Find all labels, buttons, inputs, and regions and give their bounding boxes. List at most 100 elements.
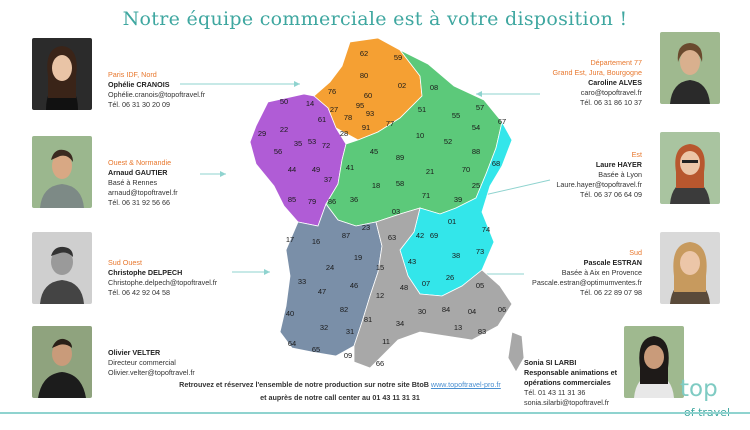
contact-sonia: Sonia SI LARBI Responsable animations et… (524, 358, 618, 407)
department-label: 50 (280, 97, 288, 106)
department-label: 59 (394, 53, 402, 62)
department-label: 11 (382, 337, 390, 346)
department-label: 67 (498, 117, 506, 126)
avatar-ophelie (32, 38, 92, 110)
avatar-christophe (32, 232, 92, 304)
bottom-divider (0, 412, 750, 414)
department-label: 18 (372, 181, 380, 190)
department-label: 07 (422, 279, 430, 288)
department-label: 54 (472, 123, 480, 132)
department-label: 89 (396, 153, 404, 162)
department-label: 21 (426, 167, 434, 176)
department-label: 70 (462, 165, 470, 174)
department-label: 60 (364, 91, 372, 100)
department-label: 78 (344, 113, 352, 122)
france-map: 62 59 80 76 60 02 27 95 78 93 91 28 50 14 61 29 22 56 35 53… (250, 37, 525, 373)
department-label: 46 (350, 281, 358, 290)
department-label: 47 (318, 287, 326, 296)
avatar-pascale (660, 232, 720, 304)
website-link[interactable]: www.topoftravel-pro.fr (430, 380, 501, 389)
department-label: 29 (258, 129, 266, 138)
department-label: 53 (308, 137, 316, 146)
department-label: 83 (478, 327, 486, 336)
department-label: 10 (416, 131, 424, 140)
department-label: 41 (346, 163, 354, 172)
avatar-olivier (32, 326, 92, 398)
department-label: 66 (376, 359, 384, 368)
department-label: 63 (388, 233, 396, 242)
department-label: 25 (472, 181, 480, 190)
department-label: 58 (396, 179, 404, 188)
department-label: 19 (354, 253, 362, 262)
department-label: 51 (418, 105, 426, 114)
department-label: 69 (430, 231, 438, 240)
department-label: 71 (422, 191, 430, 200)
page-title: Notre équipe commerciale est à votre dis… (122, 8, 628, 30)
department-label: 52 (444, 137, 452, 146)
brand-logo: top of travel (680, 376, 731, 419)
department-label: 74 (482, 225, 490, 234)
department-label: 77 (386, 119, 394, 128)
department-label: 02 (398, 81, 406, 90)
department-label: 55 (452, 111, 460, 120)
department-label: 37 (324, 175, 332, 184)
department-label: 03 (392, 207, 400, 216)
department-label: 15 (376, 263, 384, 272)
department-label: 05 (476, 281, 484, 290)
department-label: 23 (362, 223, 370, 232)
contact-christophe: Sud Ouest Christophe DELPECH Christophe.… (108, 258, 218, 297)
department-label: 33 (298, 277, 306, 286)
department-label: 82 (340, 305, 348, 314)
contact-pascale: Sud Pascale ESTRAN Basée à Aix en Proven… (532, 248, 642, 297)
avatar-laure (660, 132, 720, 204)
department-label: 22 (280, 125, 288, 134)
department-label: 14 (306, 99, 314, 108)
department-label: 43 (408, 257, 416, 266)
department-label: 95 (356, 101, 364, 110)
department-label: 36 (350, 195, 358, 204)
department-label: 48 (400, 283, 408, 292)
footer-line-1: Retrouvez et réservez l'ensemble de notr… (179, 380, 501, 389)
department-label: 57 (476, 103, 484, 112)
department-label: 64 (288, 339, 296, 348)
department-label: 88 (472, 147, 480, 156)
department-label: 80 (360, 71, 368, 80)
department-label: 72 (322, 141, 330, 150)
avatar-sonia (624, 326, 684, 398)
region-corsica (507, 331, 525, 373)
department-label: 31 (346, 327, 354, 336)
department-label: 68 (492, 159, 500, 168)
department-label: 30 (418, 307, 426, 316)
department-label: 45 (370, 147, 378, 156)
department-label: 26 (446, 273, 454, 282)
department-label: 01 (448, 217, 456, 226)
department-label: 04 (468, 307, 476, 316)
department-label: 27 (330, 105, 338, 114)
department-label: 44 (288, 165, 296, 174)
department-label: 16 (312, 237, 320, 246)
department-label: 42 (416, 231, 424, 240)
department-label: 08 (430, 83, 438, 92)
department-label: 24 (326, 263, 334, 272)
department-label: 85 (288, 195, 296, 204)
department-label: 56 (274, 147, 282, 156)
department-label: 91 (362, 123, 370, 132)
contact-ophelie: Paris IDF, Nord Ophélie CRANOIS Ophélie.… (108, 70, 206, 109)
department-label: 86 (328, 197, 336, 206)
department-label: 13 (454, 323, 462, 332)
department-label: 17 (286, 235, 294, 244)
contact-olivier: Olivier VELTER Directeur commercial Oliv… (108, 348, 195, 377)
department-label: 61 (318, 115, 326, 124)
contact-arnaud: Ouest & Normandie Arnaud GAUTIER Basé à … (108, 158, 178, 207)
avatar-arnaud (32, 136, 92, 208)
department-label: 34 (396, 319, 404, 328)
department-label: 28 (340, 129, 348, 138)
department-label: 79 (308, 197, 316, 206)
department-label: 65 (312, 345, 320, 354)
department-label: 38 (452, 251, 460, 260)
footer-line-2: et auprès de notre call center au 01 43 … (260, 393, 420, 402)
avatar-caroline (660, 32, 720, 104)
contact-caroline: Département 77 Grand Est, Jura, Bourgogn… (552, 58, 643, 107)
department-label: 09 (344, 351, 352, 360)
